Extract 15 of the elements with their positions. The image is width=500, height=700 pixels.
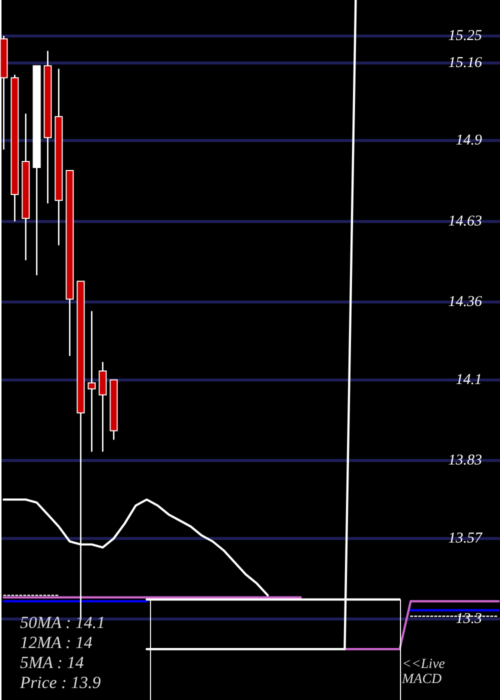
annotation: 12MA : 14: [20, 633, 94, 653]
y-tick-label: 14.1: [456, 372, 482, 388]
y-tick-label: 14.36: [448, 294, 482, 310]
y-tick-label: 15.25: [448, 28, 482, 44]
y-tick-label: 14.9: [456, 132, 482, 149]
annotation: <<Live MACD: [402, 657, 446, 687]
y-tick-label: 13.83: [448, 452, 482, 469]
y-tick-label: 15.16: [448, 54, 482, 71]
annotation: 50MA : 14.1: [20, 613, 106, 633]
candlestick: [88, 310, 96, 452]
annotation: 5MA : 14: [20, 653, 85, 673]
candlestick: [98, 361, 107, 452]
y-tick-label: 13.57: [448, 530, 484, 546]
annotation: Price : 13.9: [20, 673, 102, 693]
y-tick-label: 14.63: [448, 213, 482, 230]
